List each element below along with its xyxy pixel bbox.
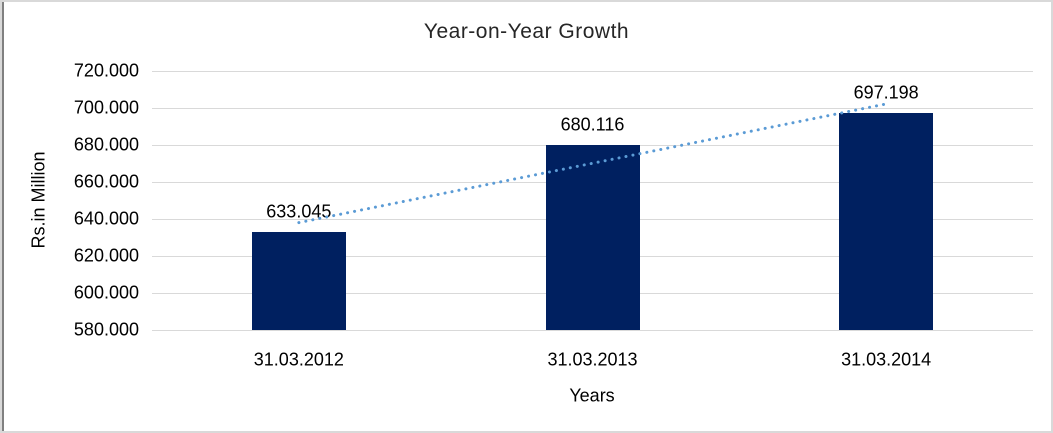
x-axis-title: Years	[569, 385, 615, 406]
x-tick-label: 31.03.2014	[841, 349, 932, 370]
y-tick-label: 640.000	[73, 208, 139, 229]
y-tick-label: 700.000	[73, 97, 139, 118]
chart-left-edge	[2, 2, 4, 431]
x-tick-label: 31.03.2012	[253, 349, 344, 370]
y-tick-label: 680.000	[73, 134, 139, 155]
y-axis-title: Rs.in Million	[28, 151, 49, 249]
y-tick-label: 600.000	[73, 282, 139, 303]
data-label: 633.045	[266, 201, 332, 222]
y-tick-label: 580.000	[73, 319, 139, 340]
y-tick-label: 620.000	[73, 245, 139, 266]
data-label: 680.116	[560, 114, 625, 135]
gridline	[152, 330, 1033, 331]
y-tick-label: 660.000	[73, 171, 139, 192]
y-tick-label: 720.000	[73, 60, 139, 81]
bar	[545, 144, 640, 330]
data-label: 697.198	[853, 82, 919, 103]
x-tick-label: 31.03.2013	[547, 349, 638, 370]
gridline	[152, 71, 1033, 72]
bar	[251, 231, 346, 330]
gridline	[152, 108, 1033, 109]
bar	[839, 113, 934, 330]
chart-title: Year-on-Year Growth	[423, 20, 630, 43]
